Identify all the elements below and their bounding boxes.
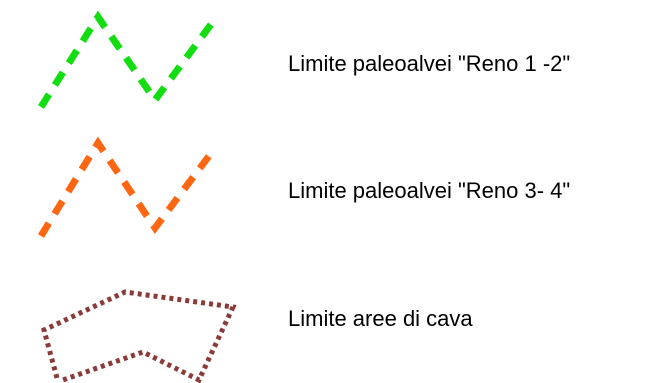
legend-label-reno-3-4: Limite paleoalvei "Reno 3- 4": [288, 178, 571, 203]
brown-dotted-polygon-symbol: [41, 289, 237, 383]
legend-label-reno-1-2: Limite paleoalvei "Reno 1 -2": [288, 51, 571, 76]
green-dashed-zigzag-symbol: [38, 10, 218, 109]
orange-dashed-zigzag-symbol: [38, 136, 218, 238]
legend-label-aree-di-cava: Limite aree di cava: [288, 306, 473, 331]
